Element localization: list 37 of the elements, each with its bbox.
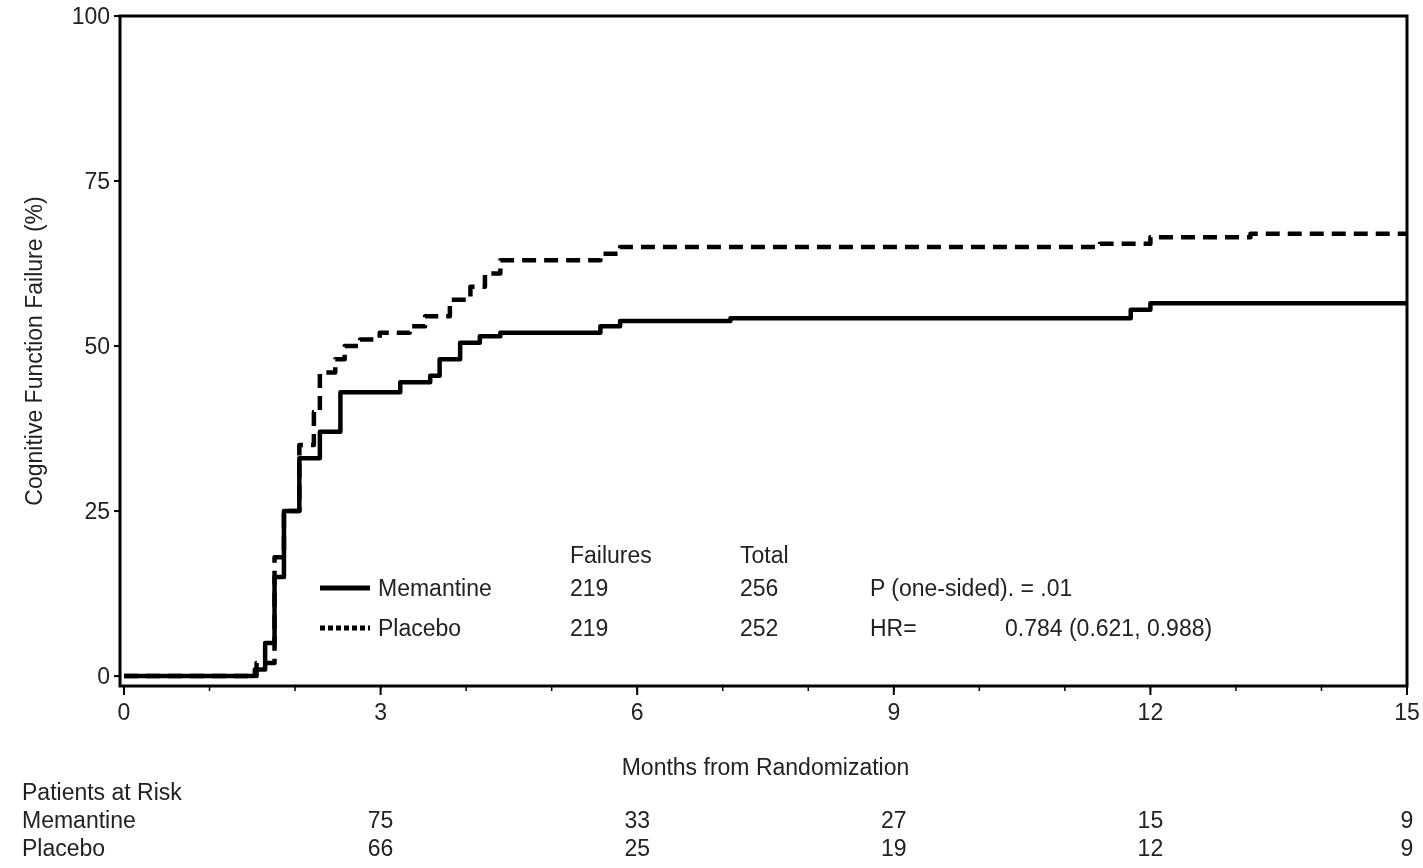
text: 9 [1400, 807, 1414, 833]
text: 27 [881, 807, 907, 833]
text: 19 [881, 835, 907, 861]
text: 33 [624, 807, 650, 833]
annotation: Total [740, 542, 789, 568]
x-tick-label: 12 [1137, 699, 1164, 725]
y-tick-label: 100 [71, 3, 110, 29]
x-tick-label: 3 [374, 699, 387, 725]
annotation: Failures [570, 542, 652, 568]
legend-label: Memantine [378, 575, 492, 601]
text: Placebo [22, 835, 106, 861]
x-tick-label: 9 [887, 699, 901, 725]
text: 12 [1137, 835, 1164, 861]
annotation: P (one-sided). = .01 [870, 575, 1073, 601]
y-tick-label: 25 [84, 498, 110, 525]
annotation: 0.784 (0.621, 0.988) [1005, 615, 1213, 641]
annotation: 219 [570, 615, 609, 641]
text: 15 [1137, 807, 1164, 833]
y-tick-label: 75 [84, 168, 110, 195]
text: 25 [624, 835, 650, 861]
text: 75 [367, 807, 394, 833]
y-tick-label: 0 [97, 663, 110, 690]
annotation: 219 [570, 575, 609, 601]
x-axis-title: Months from Randomization [621, 754, 910, 780]
y-tick-label: 50 [84, 333, 110, 360]
y-axis-title: Cognitive Function Failure (%) [21, 196, 47, 506]
annotation: 256 [740, 575, 779, 601]
text: Memantine [22, 807, 136, 833]
text: Patients at Risk [22, 779, 183, 805]
text: 66 [367, 835, 394, 861]
x-tick-label: 6 [630, 699, 644, 725]
annotation: HR= [870, 615, 917, 641]
text: 9 [1400, 835, 1414, 861]
x-tick-label: 0 [117, 699, 131, 725]
annotation: 252 [740, 615, 779, 641]
legend-label: Placebo [378, 615, 462, 641]
x-tick-label: 15 [1394, 699, 1420, 725]
